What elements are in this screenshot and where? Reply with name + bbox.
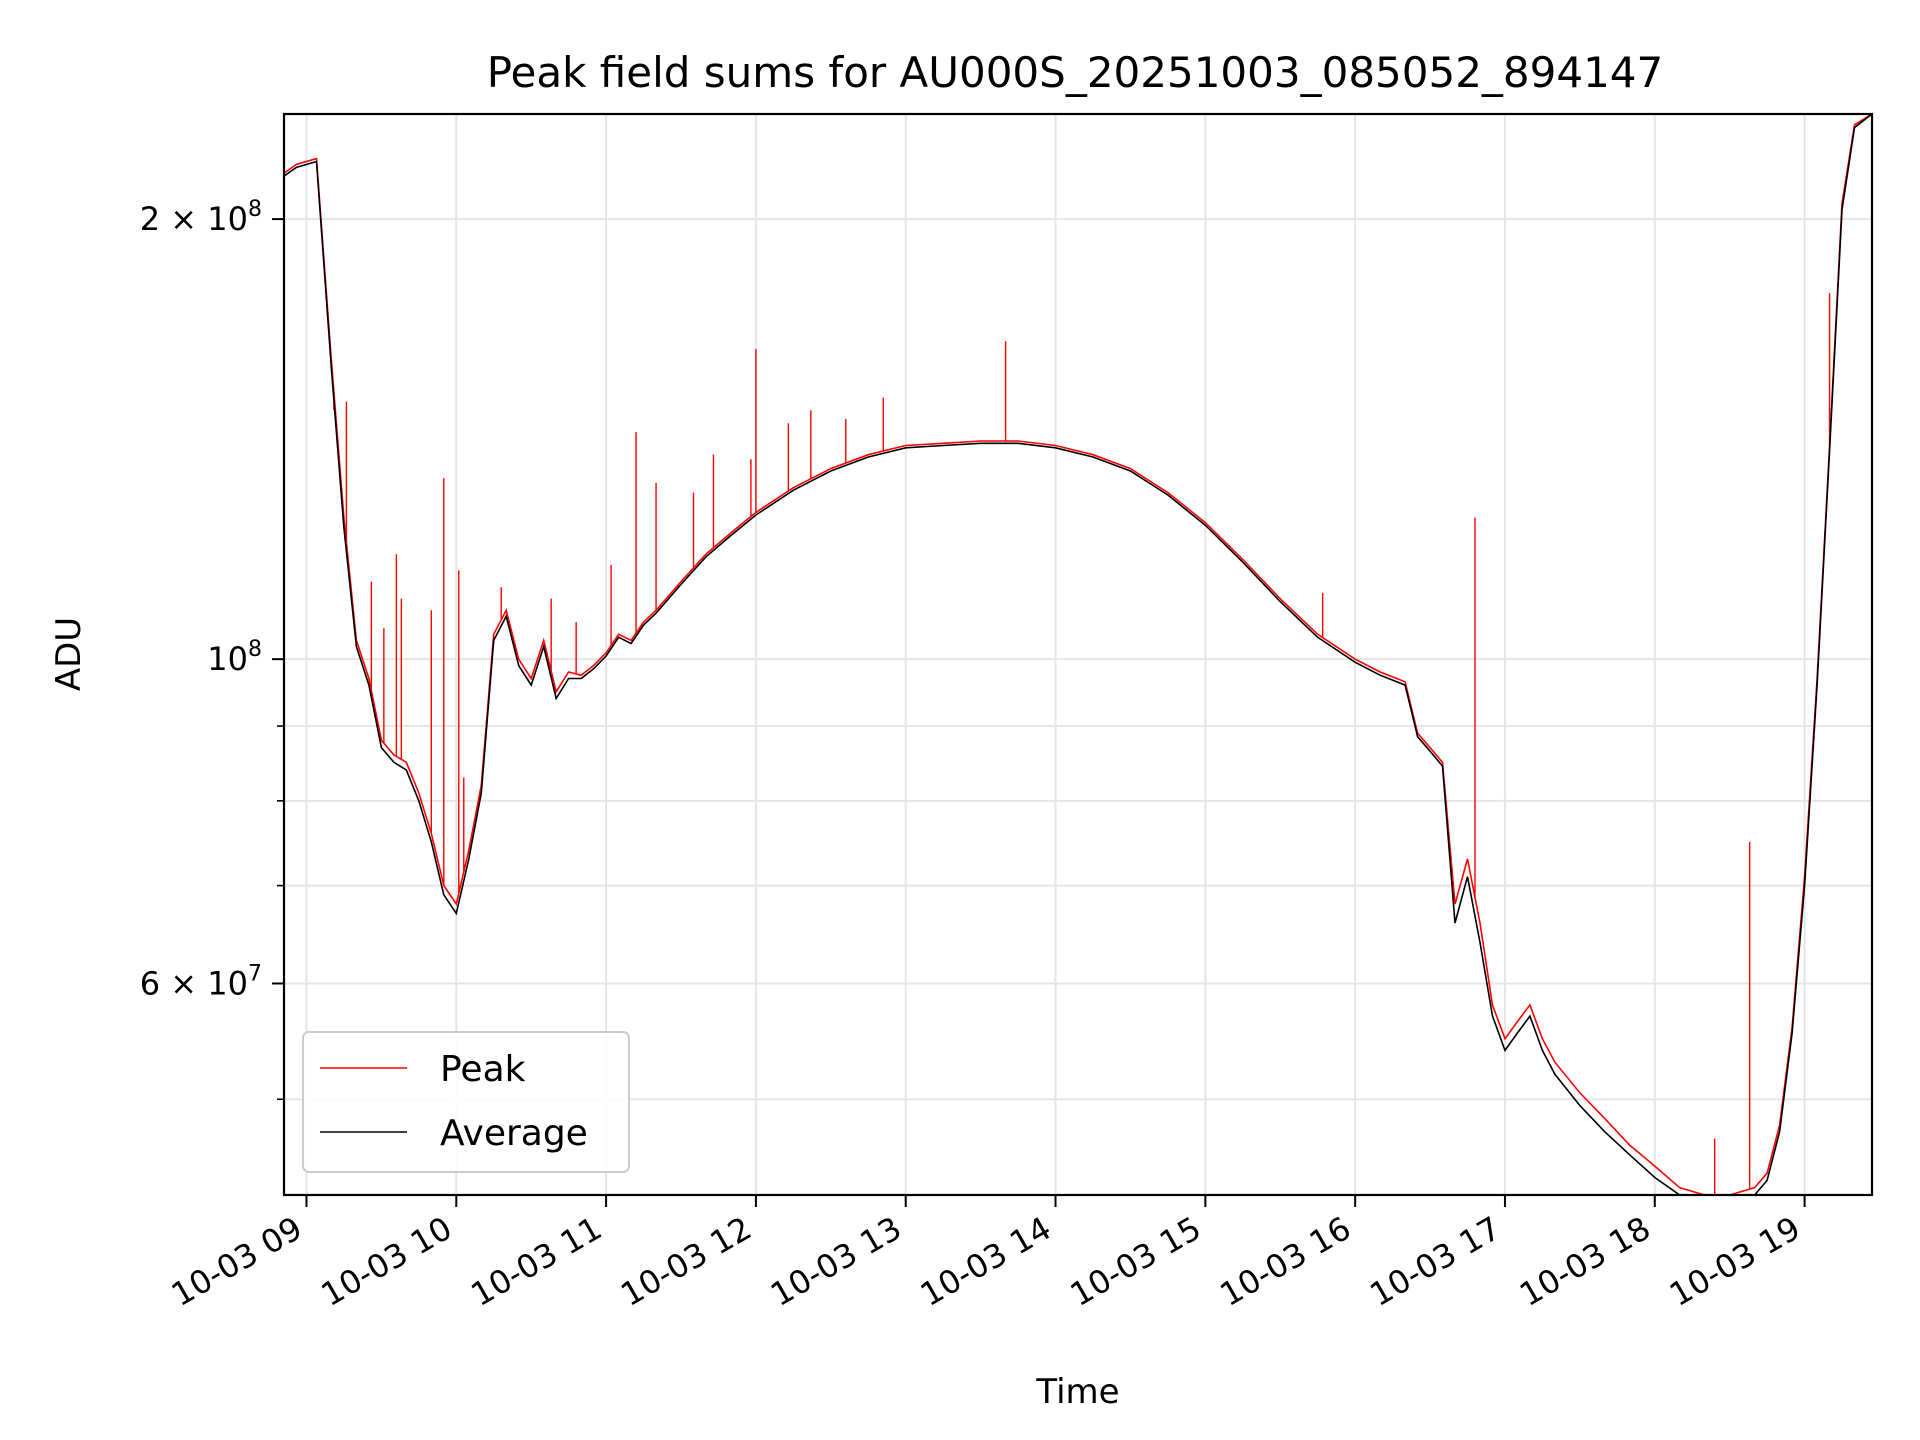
y-axis: 6 × 107 108 2 × 108 <box>140 197 284 1101</box>
y-tick-label: 108 <box>207 637 262 678</box>
grid <box>284 114 1872 1195</box>
x-axis-title: Time <box>1035 1372 1119 1412</box>
legend: Peak Average <box>302 1031 630 1173</box>
series-line-average <box>284 114 1872 1195</box>
y-tick-label: 6 × 107 <box>140 961 262 1002</box>
series-line-peak <box>284 114 1872 1195</box>
legend-box <box>302 1031 630 1173</box>
chart-title: Peak field sums for AU000S_20251003_0850… <box>487 48 1664 97</box>
series-layer <box>284 114 1872 1195</box>
y-tick-label: 2 × 108 <box>140 197 262 238</box>
legend-label-average: Average <box>440 1113 588 1154</box>
legend-label-peak: Peak <box>440 1049 526 1090</box>
plot-frame <box>282 112 1874 1197</box>
y-axis-title: ADU <box>49 617 89 691</box>
